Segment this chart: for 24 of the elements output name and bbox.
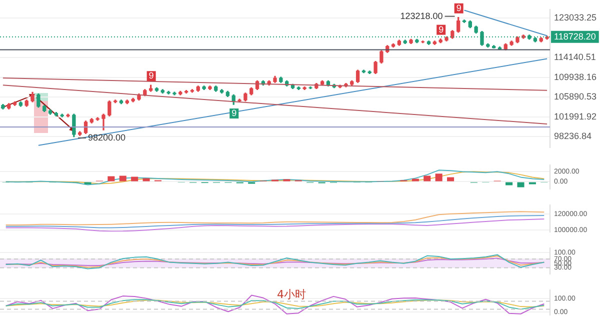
y-tick-label: 114140.51 <box>554 52 596 62</box>
annotation: 9 <box>148 70 154 81</box>
annotation: 9 <box>232 108 237 118</box>
ref-line-label: 118728.20 <box>554 31 596 42</box>
y-tick-label: 123033.25 <box>554 12 597 23</box>
bar <box>108 176 115 182</box>
bar <box>119 176 126 182</box>
bar <box>424 176 431 182</box>
bar <box>131 176 138 182</box>
bar <box>142 178 150 182</box>
bar <box>435 174 442 182</box>
annotation: 9 <box>456 2 462 13</box>
y-tick-label: 101991.92 <box>554 111 597 122</box>
annotation: 9 <box>438 24 444 34</box>
annotation: 98200.00 <box>88 132 126 142</box>
bar <box>412 178 419 182</box>
annotation: 4小时 <box>277 288 306 301</box>
annotation: 123218.00 <box>400 10 443 21</box>
y-tick-label: 109938.16 <box>554 72 597 82</box>
bar <box>517 182 524 188</box>
y-tick-label: 98236.84 <box>554 131 592 142</box>
bar <box>506 182 513 186</box>
bar <box>447 177 454 182</box>
y-tick-label: 105890.53 <box>554 92 597 102</box>
